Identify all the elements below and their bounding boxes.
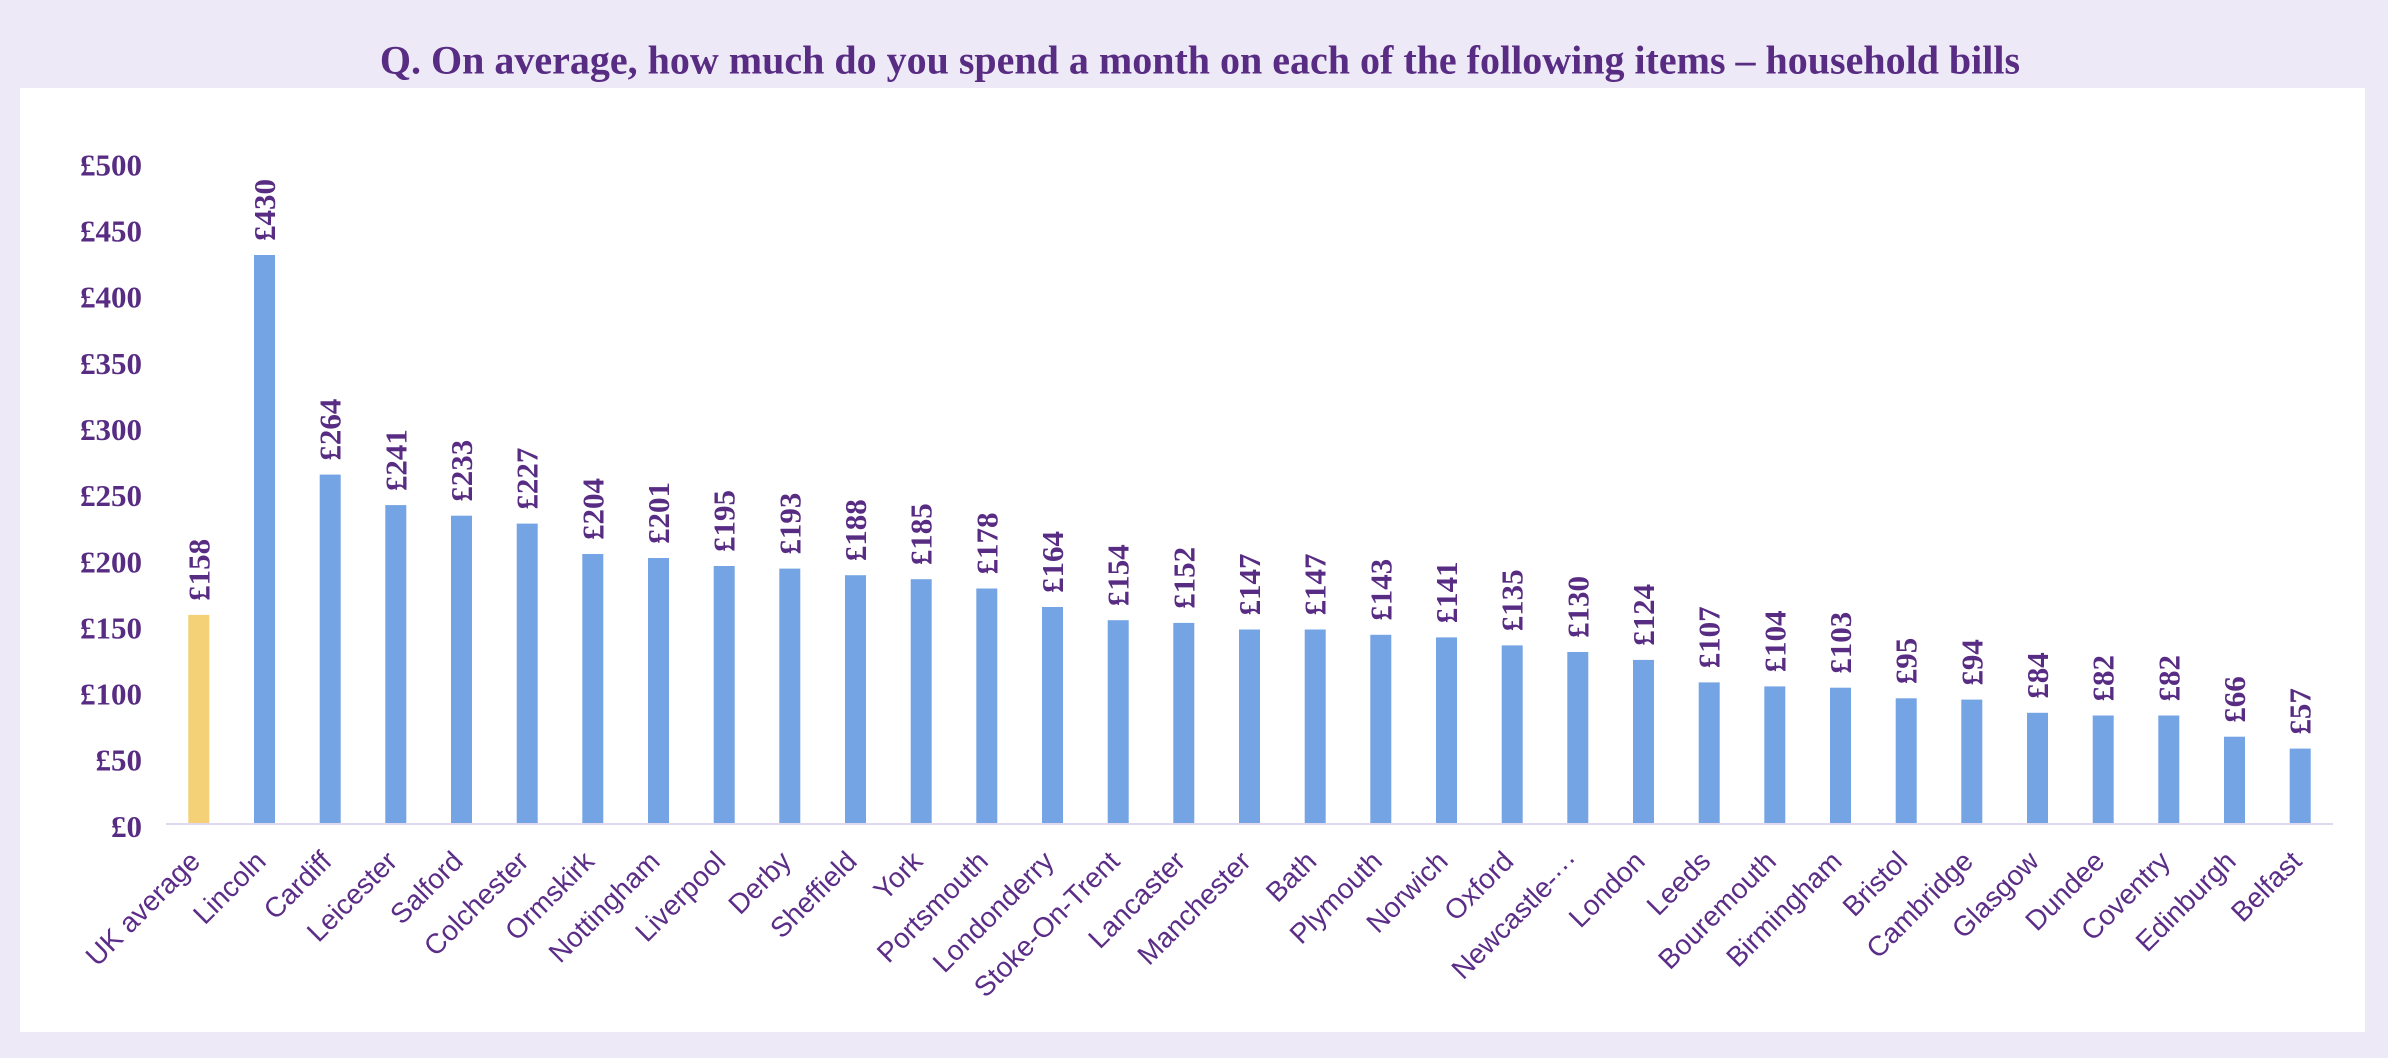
svg-text:£430: £430	[247, 179, 282, 241]
svg-text:£94: £94	[1954, 639, 1989, 686]
svg-text:£147: £147	[1298, 554, 1333, 616]
svg-text:£400: £400	[80, 280, 142, 315]
svg-text:£200: £200	[80, 544, 142, 579]
svg-text:£185: £185	[904, 503, 939, 565]
svg-text:£201: £201	[641, 482, 676, 544]
svg-text:£188: £188	[838, 499, 873, 561]
svg-text:£178: £178	[969, 513, 1004, 575]
svg-text:£66: £66	[2217, 676, 2252, 723]
svg-text:£158: £158	[181, 539, 216, 601]
svg-text:£241: £241	[378, 429, 413, 491]
svg-text:£154: £154	[1101, 544, 1136, 606]
svg-text:£50: £50	[96, 743, 143, 778]
svg-text:£57: £57	[2283, 688, 2318, 735]
svg-text:£100: £100	[80, 677, 142, 712]
svg-text:£164: £164	[1035, 531, 1070, 593]
svg-text:£233: £233	[444, 440, 479, 502]
svg-text:£141: £141	[1429, 561, 1464, 623]
svg-text:£104: £104	[1757, 610, 1792, 672]
svg-text:£135: £135	[1495, 569, 1530, 631]
svg-text:£103: £103	[1823, 612, 1858, 674]
svg-text:£250: £250	[80, 478, 142, 513]
svg-text:£227: £227	[510, 448, 545, 510]
svg-text:£193: £193	[772, 493, 807, 555]
svg-text:£300: £300	[80, 412, 142, 447]
svg-text:£95: £95	[1889, 638, 1924, 685]
svg-text:£500: £500	[80, 147, 142, 182]
svg-text:£107: £107	[1692, 606, 1727, 668]
svg-text:£450: £450	[80, 214, 142, 249]
svg-text:£350: £350	[80, 346, 142, 381]
svg-text:£0: £0	[111, 809, 142, 844]
svg-text:£195: £195	[707, 490, 742, 552]
svg-text:£143: £143	[1363, 559, 1398, 621]
svg-text:£152: £152	[1166, 547, 1201, 609]
svg-text:£264: £264	[313, 399, 348, 461]
svg-text:£82: £82	[2151, 655, 2186, 702]
svg-text:£130: £130	[1560, 576, 1595, 638]
svg-text:£204: £204	[575, 478, 610, 540]
svg-text:£82: £82	[2086, 655, 2121, 702]
svg-text:£147: £147	[1232, 554, 1267, 616]
svg-text:£84: £84	[2020, 652, 2055, 699]
svg-text:£150: £150	[80, 610, 142, 645]
svg-text:£124: £124	[1626, 584, 1661, 646]
svg-text:Q. On average, how much do you: Q. On average, how much do you spend a m…	[380, 38, 2020, 83]
